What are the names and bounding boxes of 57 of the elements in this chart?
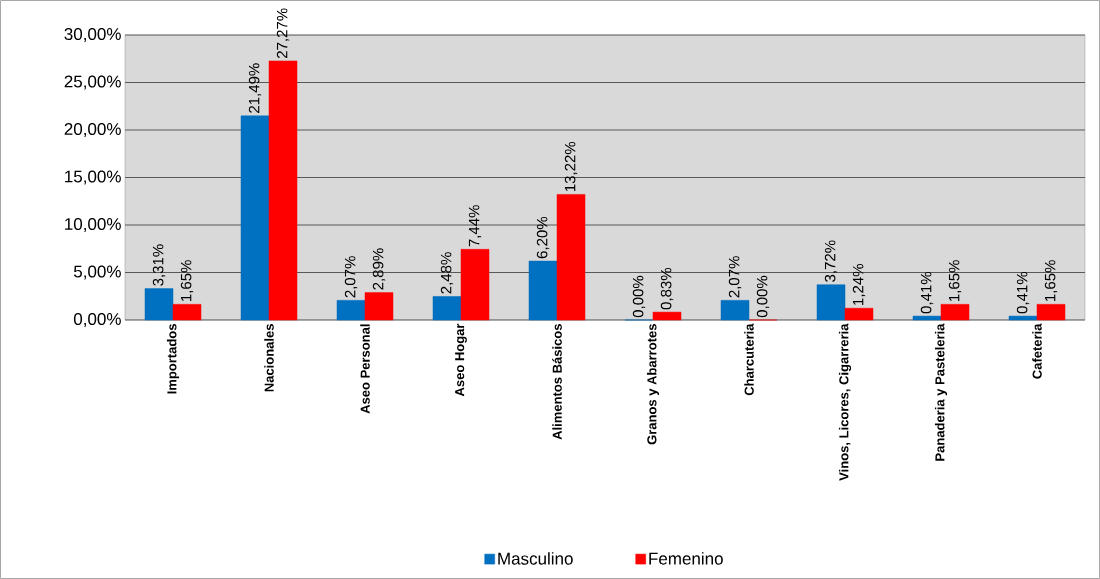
x-tick-label: Importados: [166, 324, 180, 394]
x-tick-label: Alimentos Básicos: [552, 324, 562, 440]
data-label: 0,00%: [756, 275, 770, 318]
legend-label: Femenino: [649, 552, 723, 565]
x-tick-label: Granos y Abarrotes: [646, 324, 660, 445]
y-tick-label: 10,00%: [65, 217, 121, 233]
bar: [144, 288, 174, 321]
data-label: 13,22%: [564, 141, 578, 192]
bar: [460, 249, 490, 321]
data-label: 2,89%: [372, 248, 386, 290]
y-tick-label: 25,00%: [64, 75, 121, 90]
x-tick-label: Aseo Hogar: [455, 323, 467, 397]
data-label: 6,20%: [536, 216, 550, 259]
data-label: 0,41%: [920, 271, 934, 314]
data-label: 3,72%: [824, 240, 838, 282]
bar: [364, 292, 394, 321]
bar: [432, 296, 462, 321]
data-label: 27,27%: [276, 8, 290, 58]
bar: [1008, 315, 1038, 321]
data-label: 1,65%: [180, 260, 194, 301]
y-tick-label: 15,00%: [65, 170, 121, 185]
data-label: 1,24%: [852, 264, 866, 305]
legend-label: Masculino: [498, 552, 573, 565]
y-tick-label: 5,00%: [73, 265, 121, 280]
x-tick-label: Cafeteria: [1032, 323, 1042, 379]
bar: [652, 311, 682, 321]
data-label: 7,44%: [468, 205, 482, 247]
data-label: 0,00%: [632, 275, 646, 318]
bar: [1036, 304, 1066, 321]
bar: [844, 307, 874, 321]
data-label: 1,65%: [948, 260, 962, 301]
data-label: 2,48%: [440, 252, 454, 294]
bar: [172, 304, 202, 321]
y-tick-label: 20,00%: [64, 122, 121, 138]
y-tick-label: 30,00%: [64, 27, 121, 43]
data-label: 1,65%: [1044, 260, 1058, 301]
bar: [816, 284, 846, 321]
data-label: 2,07%: [728, 256, 742, 298]
y-tick-label: 0,00%: [73, 312, 121, 328]
data-label: 0,41%: [1016, 271, 1030, 314]
data-label: 2,07%: [344, 256, 358, 298]
x-tick-label: Nacionales: [264, 324, 274, 392]
bar: [720, 300, 750, 321]
x-tick-label: Charcuteria: [744, 323, 754, 396]
bar: [268, 60, 298, 321]
bar: [336, 300, 366, 321]
bar: [528, 260, 558, 321]
x-tick-label: Vinos, Licores, Cigarreria: [838, 323, 852, 481]
bar: [940, 304, 970, 321]
data-label: 21,49%: [248, 63, 262, 113]
bar: [556, 194, 586, 321]
bar: [912, 315, 942, 321]
data-label: 3,31%: [152, 244, 166, 286]
bar: [240, 115, 270, 321]
data-label: 0,83%: [660, 267, 674, 310]
x-tick-label: Panaderia y Pasteleria: [934, 323, 948, 461]
x-tick-label: Aseo Personal: [360, 324, 370, 414]
